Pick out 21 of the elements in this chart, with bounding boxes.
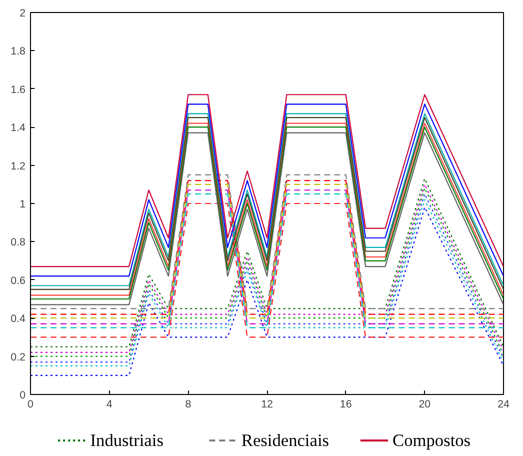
x-tick-label: 8	[185, 398, 192, 410]
x-tick-label: 20	[418, 398, 431, 410]
legend-label: Industriais	[90, 431, 164, 450]
y-tick-label: 1.6	[10, 84, 26, 96]
x-tick-label: 16	[340, 398, 352, 410]
legend-label: Compostos	[392, 431, 471, 450]
x-tick-label: 24	[498, 398, 510, 410]
y-tick-label: 0.4	[10, 313, 26, 326]
x-tick-label: 0	[28, 398, 34, 410]
y-tick-label: 1.4	[10, 122, 26, 134]
y-tick-label: 0.2	[10, 351, 26, 364]
y-tick-label: 1	[20, 198, 26, 210]
x-tick-label: 12	[261, 398, 273, 410]
y-tick-label: 2	[20, 8, 26, 20]
y-tick-label: 1.2	[10, 160, 26, 172]
legend-label: Residenciais	[241, 431, 330, 450]
y-tick-label: 0.8	[10, 236, 26, 249]
y-tick-label: 1.8	[10, 46, 26, 58]
y-tick-label: 0	[20, 390, 26, 402]
x-tick-label: 4	[106, 398, 112, 410]
y-tick-label: 0.6	[10, 274, 26, 287]
